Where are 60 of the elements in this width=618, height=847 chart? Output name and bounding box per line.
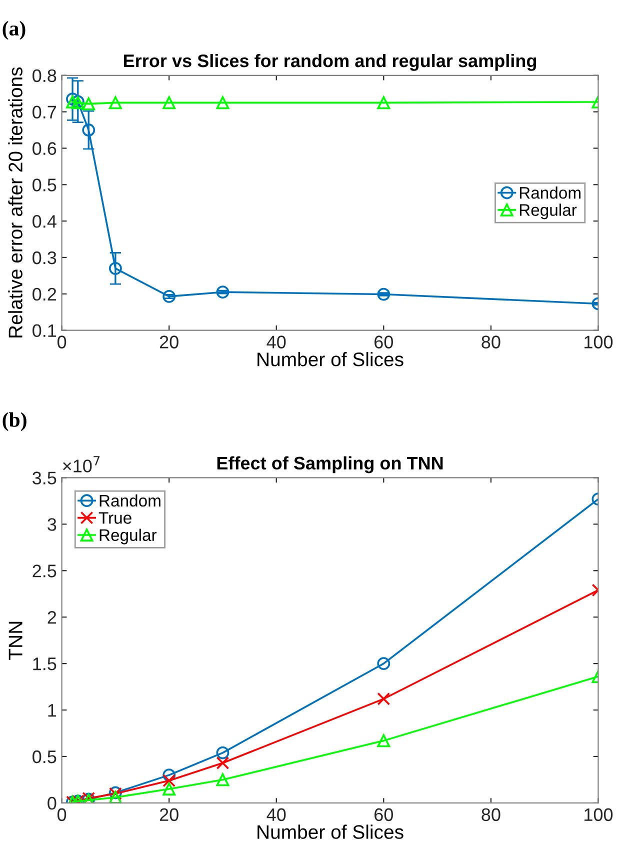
x-tick-label: 20 [160, 336, 178, 348]
x-tick-label: 100 [584, 336, 613, 348]
point [108, 262, 122, 275]
y-tick-label: 0 [48, 796, 56, 810]
y-tick-label: 3.5 [32, 472, 56, 484]
x-tick-label: 60 [374, 808, 393, 822]
legend-label: Random [100, 494, 160, 507]
y-axis-title: Relative error after 20 iterations [8, 67, 22, 338]
text: (a) [2, 20, 26, 40]
y-tick-label: 0.3 [32, 251, 56, 264]
point [162, 768, 176, 782]
text: (b) [2, 412, 26, 432]
point [82, 124, 96, 136]
point [162, 782, 176, 796]
point [162, 290, 176, 303]
text: ×10$^{7}$ [63, 456, 100, 472]
point [66, 96, 79, 108]
point [216, 286, 230, 299]
y-tick-label: 2.5 [32, 564, 56, 578]
x-tick-label: 0 [57, 336, 66, 348]
x-tick-label: 20 [160, 808, 178, 822]
point [162, 774, 176, 788]
x-axis-title: Number of Slices [258, 352, 404, 366]
point [216, 746, 230, 760]
y-tick-label: 0.8 [32, 69, 56, 82]
x-tick-label: 80 [482, 336, 500, 348]
y-tick-label: 3 [48, 518, 56, 531]
x-tick-label: 40 [266, 808, 286, 822]
x-axis-title: Number of Slices [258, 824, 404, 839]
point [216, 756, 230, 770]
y-tick-label: 0.1 [32, 324, 56, 338]
x-tick-label: 100 [584, 808, 613, 822]
legend-label: Regular [520, 204, 577, 220]
x-tick-label: 0 [57, 808, 66, 822]
point [108, 96, 122, 110]
y-tick-label: 0.4 [32, 215, 56, 228]
y-tick-label: 0.5 [32, 178, 56, 192]
legend-label: Regular [100, 528, 157, 544]
legend-label: Random [520, 186, 580, 199]
x-tick-label: 60 [374, 336, 393, 348]
point [216, 773, 230, 786]
chart-title: Error vs Slices for random and regular sampling [124, 54, 536, 71]
y-tick-label: 1 [48, 704, 56, 717]
point [377, 288, 390, 301]
x-tick-label: 40 [266, 336, 286, 348]
point [162, 96, 176, 110]
chart-title: Effect of Sampling on TNN [217, 456, 443, 474]
y-tick-label: 1.5 [33, 658, 56, 670]
point [377, 96, 390, 110]
y-tick-label: 0.6 [32, 142, 56, 155]
y-axis-title: TNN [8, 622, 22, 660]
y-tick-label: 2 [48, 611, 56, 624]
point [216, 96, 230, 110]
point [108, 790, 122, 803]
y-tick-label: 0.5 [32, 750, 56, 764]
y-tick-label: 0.2 [32, 288, 56, 301]
point [82, 97, 96, 110]
x-tick-label: 80 [482, 808, 500, 822]
legend-label: True [98, 512, 132, 524]
y-tick-label: 0.7 [32, 106, 56, 119]
